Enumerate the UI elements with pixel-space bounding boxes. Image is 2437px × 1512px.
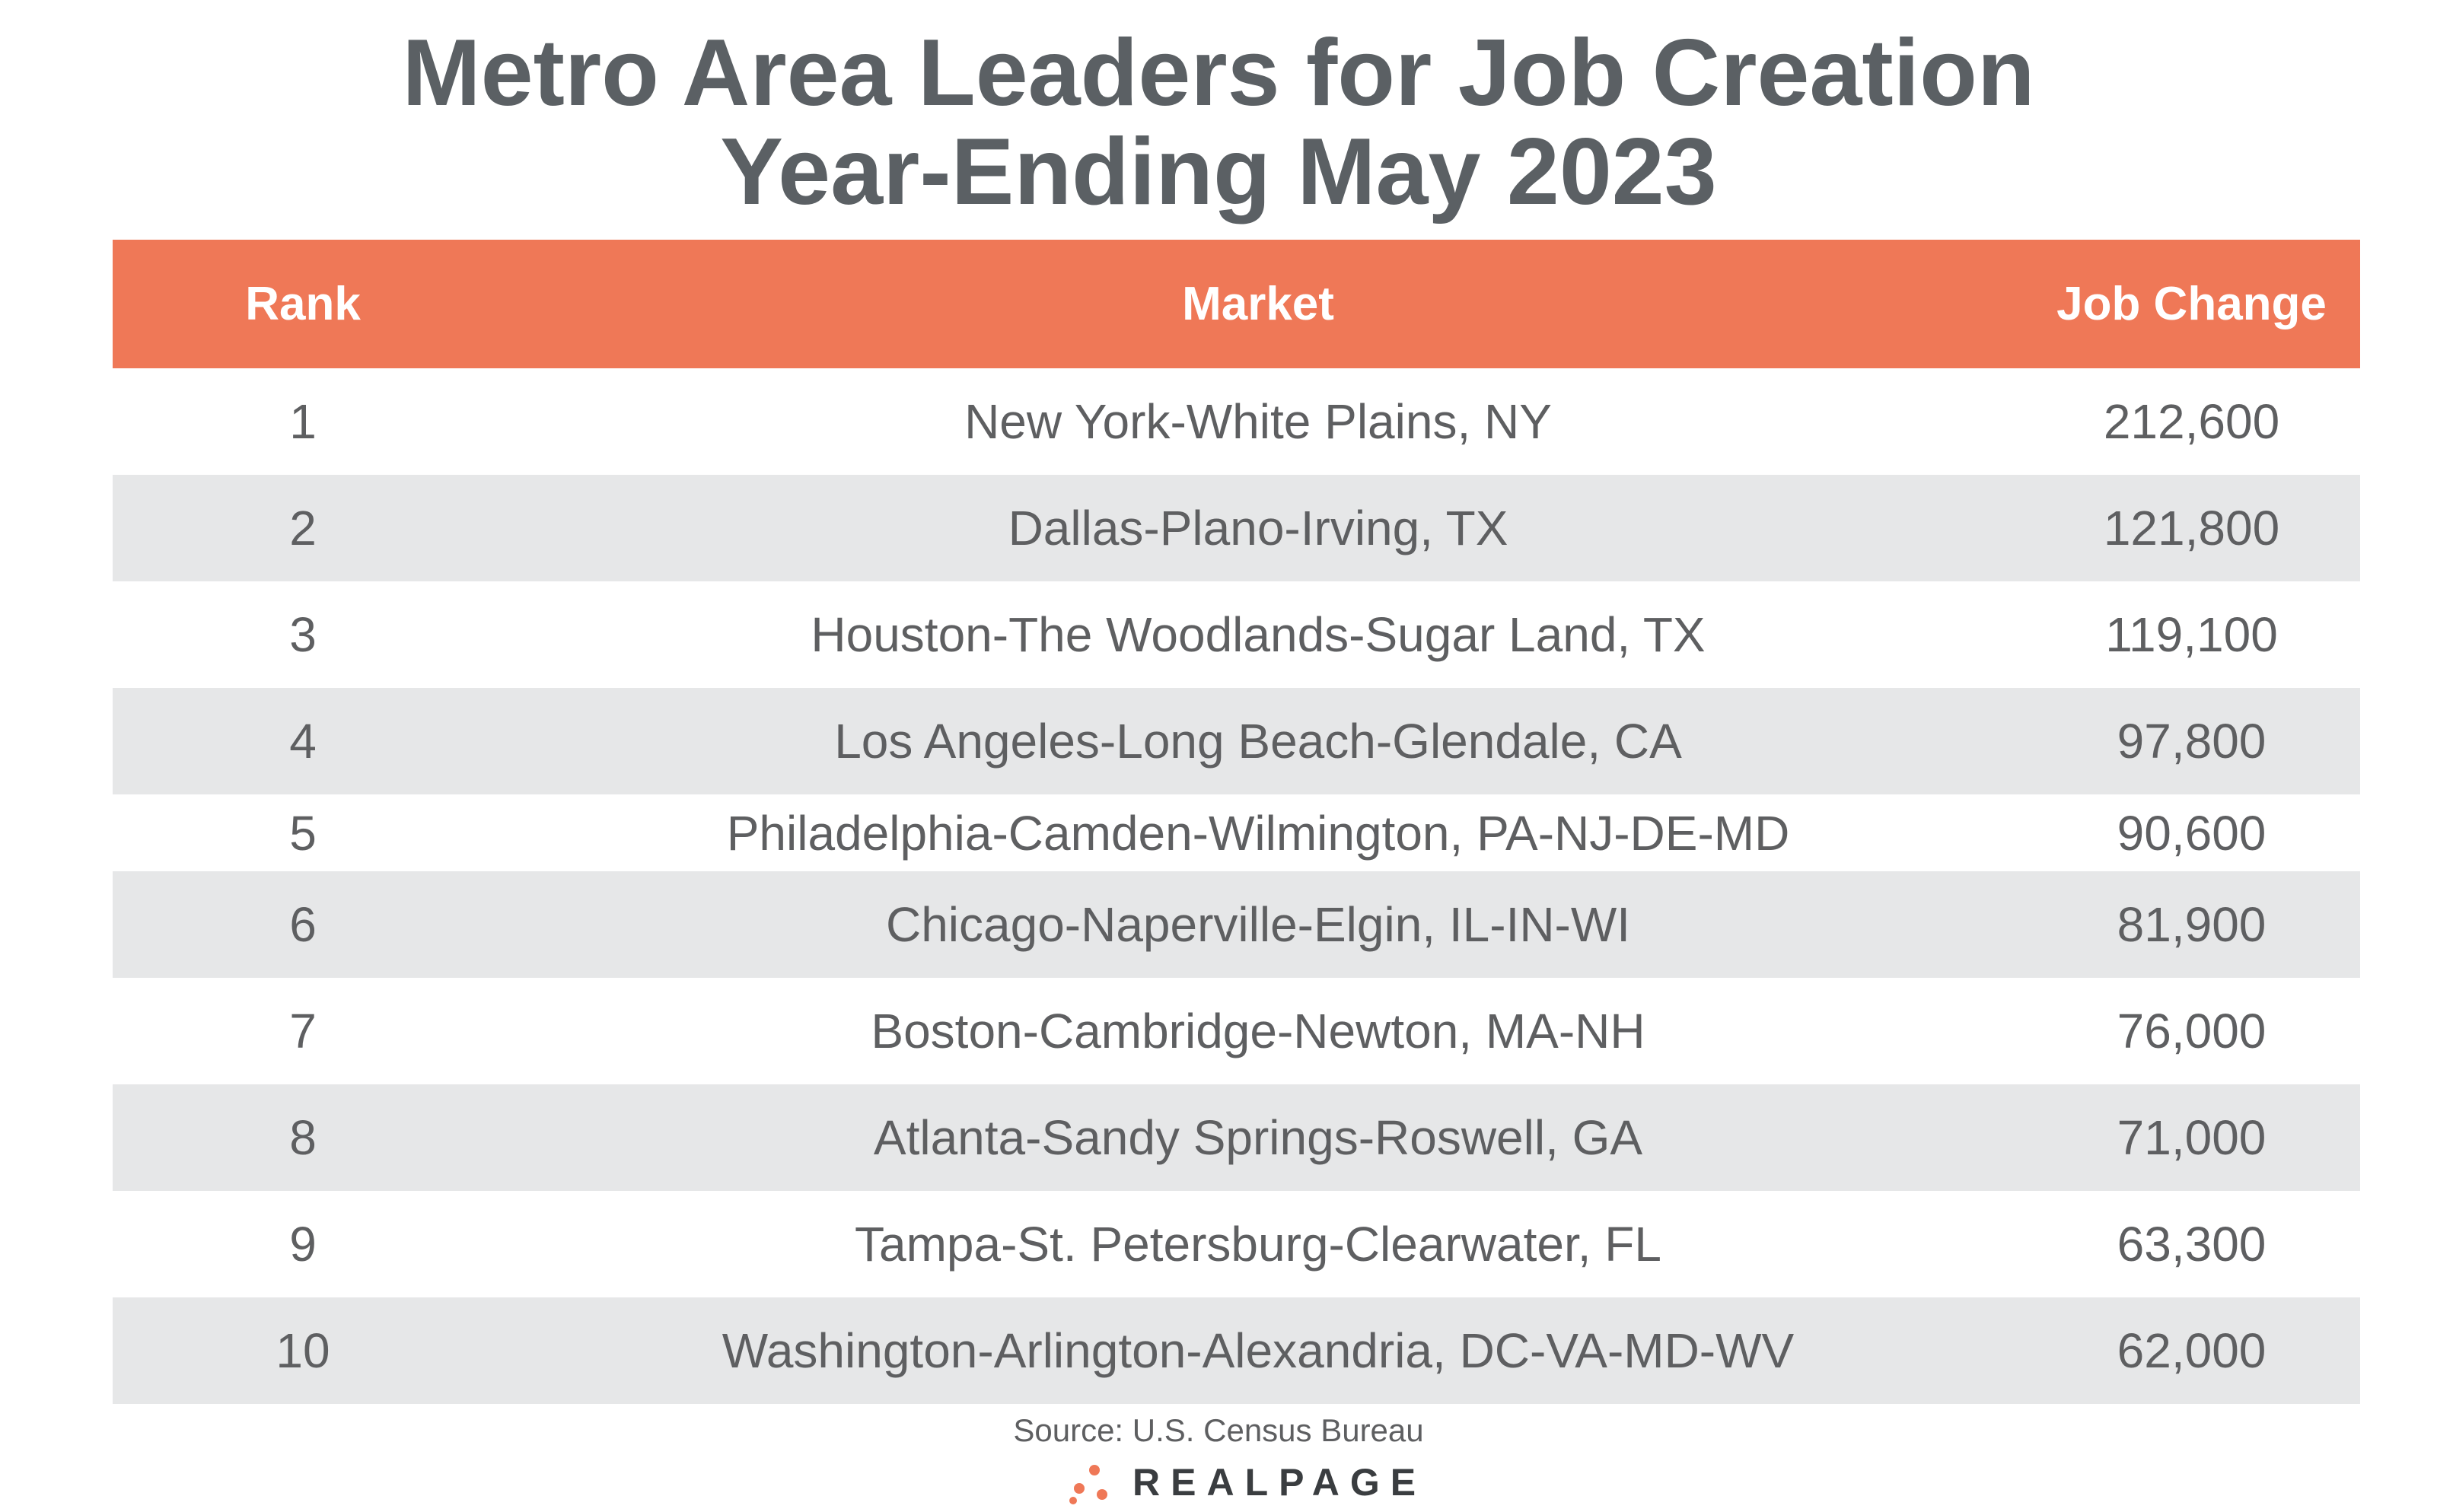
table-cell: 10 <box>276 1323 330 1378</box>
table-cell: Los Angeles-Long Beach-Glendale, CA <box>834 714 1682 769</box>
table-cell: Philadelphia-Camden-Wilmington, PA-NJ-DE… <box>726 805 1790 861</box>
table-cell: 6 <box>289 897 317 952</box>
table-cell: 81,900 <box>2117 897 2267 952</box>
header-cell: Rank <box>245 278 361 330</box>
table-header: Rank Market Job Change <box>113 240 2360 368</box>
title-line: Metro Area Leaders for Job Creation <box>402 21 2035 126</box>
table-cell: Tampa-St. Petersburg-Clearwater, FL <box>855 1217 1661 1272</box>
table-cell: 4 <box>289 714 317 769</box>
table-cell: 90,600 <box>2117 805 2267 861</box>
table-cell: 62,000 <box>2117 1323 2267 1378</box>
logo: REALPAGE <box>1066 1459 1426 1505</box>
title-line: Year-Ending May 2023 <box>720 119 1717 224</box>
table-cell: 7 <box>289 1004 317 1058</box>
table-row: 5 Philadelphia-Camden-Wilmington, PA-NJ-D… <box>113 794 2360 871</box>
table-row: 3 Houston-The Woodlands-Sugar Land, TX 119… <box>113 581 2360 688</box>
table-cell: Dallas-Plano-Irving, TX <box>1008 501 1508 555</box>
table-row: 9 Tampa-St. Petersburg-Clearwater, FL 63,3… <box>113 1191 2360 1297</box>
header-cell: Market <box>1182 278 1334 330</box>
table-cell: 2 <box>289 501 317 555</box>
logo-text: REALPAGE <box>1132 1461 1427 1504</box>
source: Source: U.S. Census Bureau <box>1013 1412 1424 1448</box>
logo-mark <box>1069 1465 1107 1504</box>
table-cell: 119,100 <box>2105 607 2278 662</box>
table-cell: Houston-The Woodlands-Sugar Land, TX <box>811 607 1706 662</box>
table-cell: 76,000 <box>2117 1004 2267 1058</box>
table-cell: 97,800 <box>2117 714 2267 769</box>
table-cell: 3 <box>289 607 317 662</box>
table-row: 1 New York-White Plains, NY 212,600 <box>113 368 2360 475</box>
table-cell: 9 <box>289 1217 317 1272</box>
table-row: 6 Chicago-Naperville-Elgin, IL-IN-WI 81,90… <box>113 871 2360 978</box>
header-cell: Job Change <box>2056 278 2327 330</box>
table-cell: Washington-Arlington-Alexandria, DC-VA-M… <box>722 1323 1795 1378</box>
table-row: 10 Washington-Arlington-Alexandria, DC-VA… <box>113 1297 2360 1404</box>
table-cell: 63,300 <box>2117 1217 2267 1272</box>
table-cell: 5 <box>289 805 317 861</box>
table-cell: 1 <box>289 394 317 449</box>
table-row: 7 Boston-Cambridge-Newton, MA-NH 76,000 <box>113 978 2360 1084</box>
table-row: 8 Atlanta-Sandy Springs-Roswell, GA 71,000 <box>113 1084 2360 1191</box>
table-cell: 121,800 <box>2103 501 2280 555</box>
table-cell: Chicago-Naperville-Elgin, IL-IN-WI <box>885 897 1631 952</box>
table-row: 4 Los Angeles-Long Beach-Glendale, CA 97,8… <box>113 688 2360 794</box>
table-cell: 212,600 <box>2103 394 2280 449</box>
table-cell: New York-White Plains, NY <box>964 394 1552 449</box>
table-cell: 71,000 <box>2117 1110 2267 1165</box>
table-cell: Boston-Cambridge-Newton, MA-NH <box>871 1004 1645 1058</box>
table-row: 2 Dallas-Plano-Irving, TX 121,800 <box>113 475 2360 581</box>
table-cell: Atlanta-Sandy Springs-Roswell, GA <box>873 1110 1643 1165</box>
table-cell: 8 <box>289 1110 317 1165</box>
